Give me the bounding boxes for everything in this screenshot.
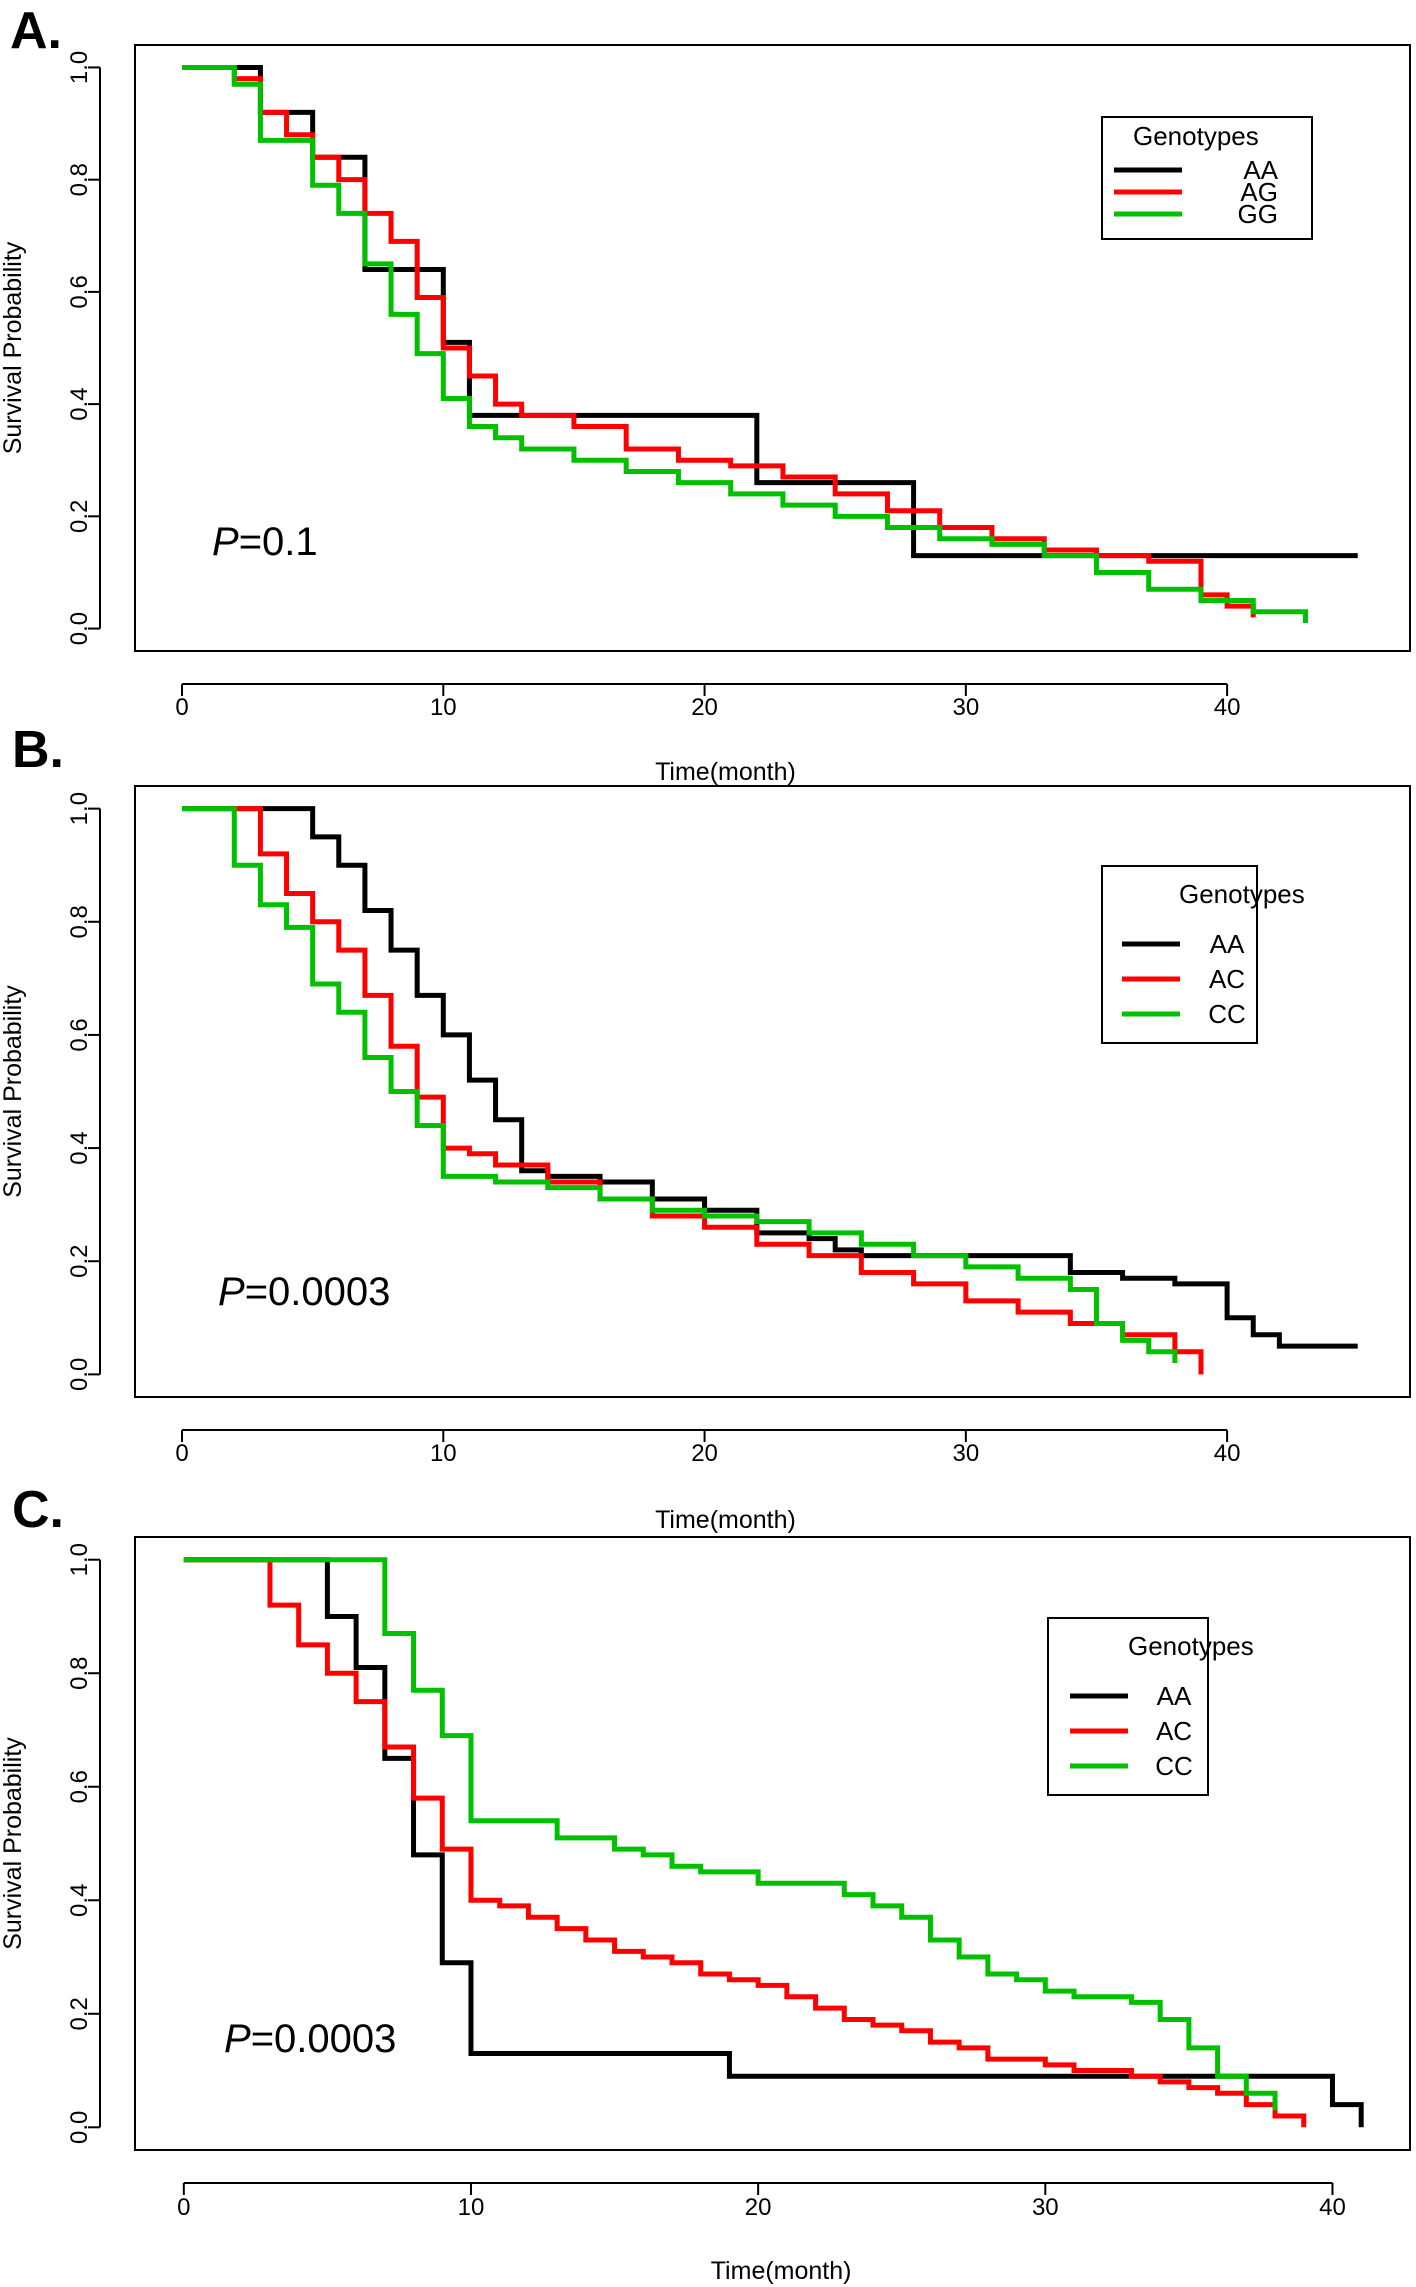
- panel-b: B. 0 10 20 30 40 Time(month) 0.0 0.2 0.4 0.6 0.8 1.0…: [0, 721, 1411, 1534]
- y-tick-label: 0.0: [66, 612, 93, 645]
- km-curve-aa: [182, 806, 1358, 1349]
- km-curve-aa: [182, 64, 1358, 559]
- y-tick-label: 0.4: [66, 1131, 93, 1164]
- km-curve-cc: [182, 806, 1178, 1364]
- x-tick-label: 30: [952, 694, 979, 721]
- legend-label-aa: AA: [1243, 155, 1278, 185]
- y-tick-label: 1.0: [66, 51, 93, 84]
- km-curve-ac: [183, 1557, 1307, 2128]
- legend-label-gg: GG: [1238, 199, 1278, 229]
- legend: Genotypes AA AC CC: [1047, 1617, 1254, 1796]
- panel-a: A. 0 10 20 30 40 Time(month) 0.0 0.2 0.4 0.6 0.8 1.0…: [0, 2, 1411, 786]
- p-value: P=0.0003: [224, 2017, 396, 2061]
- legend-label-aa: AA: [1210, 929, 1245, 959]
- x-tick-label: 10: [458, 2194, 485, 2221]
- panel-letter: C.: [12, 1481, 64, 1539]
- x-axis-title: Time(month): [655, 1506, 796, 1534]
- legend-label-cc: CC: [1208, 999, 1246, 1029]
- y-tick-label: 0.0: [66, 2111, 93, 2144]
- legend-title: Genotypes: [1133, 121, 1259, 151]
- x-tick-label: 0: [177, 2194, 190, 2221]
- p-value-number: =0.0003: [245, 1270, 391, 1314]
- y-tick-label: 1.0: [66, 792, 93, 825]
- x-tick-label: 10: [430, 694, 457, 721]
- p-value-number: =0.0003: [251, 2017, 397, 2061]
- x-tick-label: 20: [745, 2194, 772, 2221]
- legend-label-ac: AC: [1209, 964, 1245, 994]
- x-tick-label: 10: [430, 1440, 457, 1467]
- x-tick-label: 40: [1214, 1440, 1241, 1467]
- y-tick-label: 0.8: [66, 163, 93, 196]
- legend-box: [1101, 116, 1313, 240]
- plot-frame: [134, 1536, 1411, 2151]
- y-tick-label: 0.0: [66, 1358, 93, 1391]
- y-tick-label: 0.2: [66, 500, 93, 533]
- x-axis-title: Time(month): [711, 2257, 852, 2285]
- panel-letter: B.: [12, 721, 64, 779]
- p-value-number: =0.1: [239, 520, 318, 564]
- y-tick-label: 0.8: [66, 1657, 93, 1690]
- y-tick-label: 0.6: [66, 1018, 93, 1051]
- x-tick-label: 20: [691, 694, 718, 721]
- legend-label-ac: AC: [1156, 1716, 1192, 1746]
- plot-frame: [134, 785, 1411, 1398]
- y-tick-label: 0.8: [66, 905, 93, 938]
- y-tick-label: 0.4: [66, 1884, 93, 1917]
- panel-letter: A.: [10, 2, 62, 60]
- km-curve-cc: [183, 1557, 1278, 2111]
- km-curve-gg: [182, 64, 1308, 623]
- y-tick-label: 0.2: [66, 1997, 93, 2030]
- km-curve-ag: [182, 64, 1256, 618]
- p-value: P=0.1: [212, 520, 318, 564]
- x-tick-label: 40: [1214, 694, 1241, 721]
- p-value: P=0.0003: [218, 1270, 390, 1314]
- legend-label-cc: CC: [1155, 1751, 1193, 1781]
- y-axis-title: Survival Probability: [0, 241, 27, 454]
- legend-title: Genotypes: [1179, 879, 1305, 909]
- x-tick-label: 0: [175, 694, 188, 721]
- y-tick-label: 0.6: [66, 275, 93, 308]
- x-tick-label: 20: [691, 1440, 718, 1467]
- x-tick-label: 40: [1319, 2194, 1346, 2221]
- p-value-symbol: P: [218, 1270, 245, 1314]
- legend-label-aa: AA: [1157, 1681, 1192, 1711]
- y-axis-title: Survival Probability: [0, 985, 27, 1198]
- y-tick-label: 0.4: [66, 387, 93, 420]
- legend-title: Genotypes: [1128, 1631, 1254, 1661]
- panel-c: C. 0 10 20 30 40 Time(month) 0.0 0.2 0.4 0.6 0.8 1.0…: [0, 1481, 1411, 2285]
- legend-label-ag: AG: [1240, 177, 1278, 207]
- x-tick-label: 0: [175, 1440, 188, 1467]
- x-axis-title: Time(month): [655, 758, 796, 786]
- km-curve-aa: [183, 1557, 1364, 2128]
- x-tick-label: 30: [952, 1440, 979, 1467]
- y-axis-title: Survival Probability: [0, 1737, 27, 1950]
- y-tick-label: 1.0: [66, 1543, 93, 1576]
- y-tick-label: 0.2: [66, 1245, 93, 1278]
- y-tick-label: 0.6: [66, 1770, 93, 1803]
- legend: Genotypes AA AC CC: [1101, 865, 1305, 1044]
- x-tick-label: 30: [1032, 2194, 1059, 2221]
- p-value-symbol: P: [212, 520, 239, 564]
- p-value-symbol: P: [224, 2017, 251, 2061]
- plot-frame: [134, 44, 1411, 652]
